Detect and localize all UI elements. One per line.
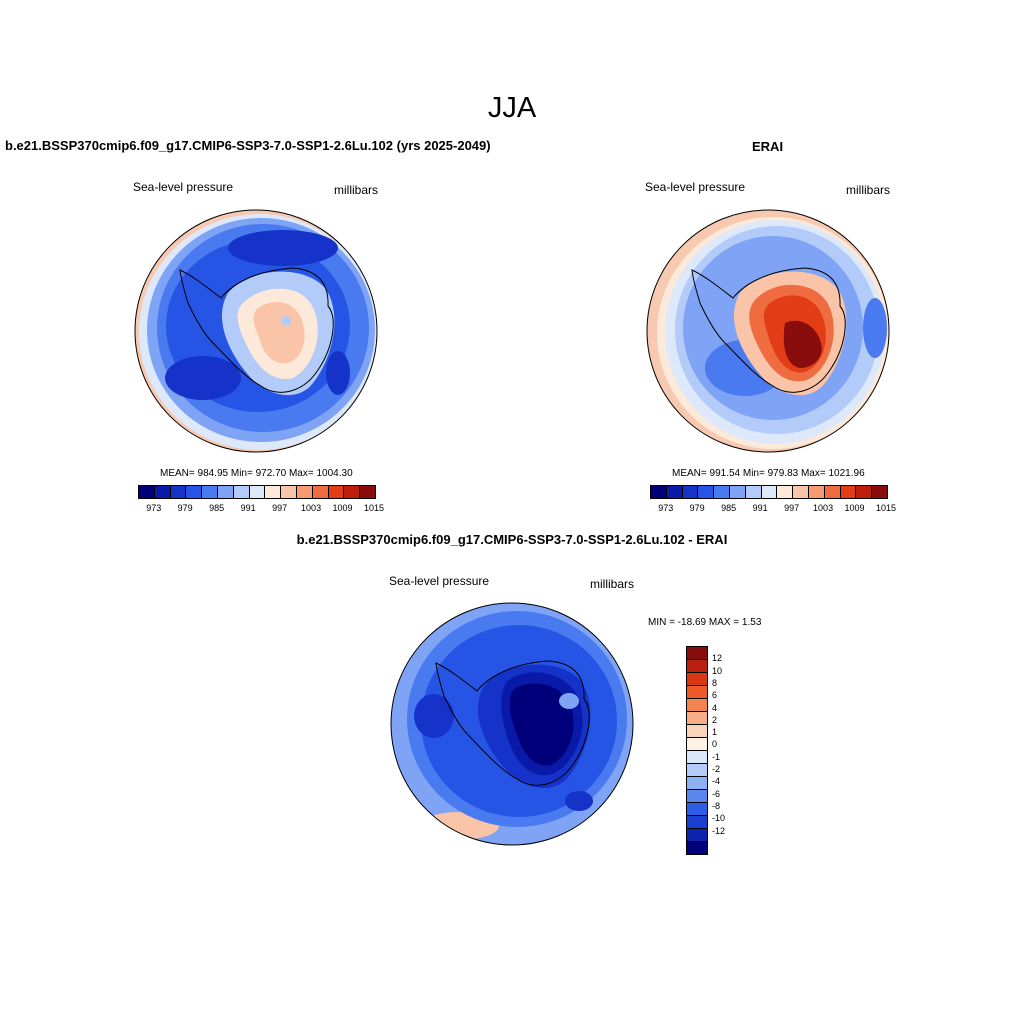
colorbar-swatch bbox=[281, 486, 297, 498]
colorbar-swatch bbox=[360, 486, 375, 498]
colorbar-swatch bbox=[170, 486, 187, 498]
colorbar-swatch bbox=[729, 486, 746, 498]
colorbar-swatch bbox=[687, 712, 707, 725]
colorbar-swatch bbox=[139, 486, 155, 498]
map-model-slp bbox=[134, 209, 378, 453]
colorbar-swatch bbox=[682, 486, 699, 498]
colorbar-swatch bbox=[687, 816, 707, 829]
colorbar-swatch bbox=[249, 486, 266, 498]
panel-2-variable-label: Sea-level pressure bbox=[645, 180, 746, 194]
panel-1-units-label: millibars bbox=[334, 183, 379, 197]
panel-2-units-label: millibars bbox=[846, 183, 891, 197]
colorbar-swatch bbox=[217, 486, 234, 498]
panel-1-variable-label: Sea-level pressure bbox=[133, 180, 234, 194]
colorbar-swatch bbox=[761, 486, 778, 498]
panel-2-stats: MEAN= 991.54 Min= 979.83 Max= 1021.96 bbox=[672, 468, 865, 479]
colorbar-swatch bbox=[687, 842, 707, 854]
colorbar-swatch bbox=[872, 486, 887, 498]
colorbar-swatch bbox=[824, 486, 841, 498]
panel-1-title: b.e21.BSSP370cmip6.f09_g17.CMIP6-SSP3-7.… bbox=[5, 138, 491, 153]
panel-3-units-label: millibars bbox=[590, 577, 635, 591]
season-title: JJA bbox=[487, 92, 537, 124]
colorbar-tick-label: -8 bbox=[712, 800, 721, 811]
colorbar-tick-label: 12 bbox=[712, 653, 723, 664]
colorbar-swatch bbox=[186, 486, 203, 498]
colorbar-model bbox=[138, 485, 376, 499]
colorbar-tick-label: 979 bbox=[689, 503, 705, 513]
colorbar-swatch bbox=[233, 486, 250, 498]
colorbar-tick-label: 4 bbox=[712, 702, 718, 713]
colorbar-swatch bbox=[202, 486, 218, 498]
colorbar-difference bbox=[686, 646, 708, 855]
colorbar-swatch bbox=[687, 725, 707, 738]
panel-2-title: ERAI bbox=[752, 139, 784, 154]
colorbar-tick-label: 1003 bbox=[301, 503, 322, 513]
colorbar-tick-label: 1003 bbox=[813, 503, 834, 513]
colorbar-swatch bbox=[687, 647, 707, 660]
colorbar-swatch bbox=[687, 699, 707, 712]
colorbar-tick-label: 991 bbox=[240, 503, 256, 513]
colorbar-tick-label: 8 bbox=[712, 677, 718, 688]
colorbar-swatch bbox=[687, 660, 707, 673]
colorbar-tick-label: -4 bbox=[712, 776, 721, 787]
colorbar-swatch bbox=[777, 486, 794, 498]
colorbar-swatch bbox=[651, 486, 667, 498]
colorbar-swatch bbox=[687, 790, 707, 803]
panel-3-title: b.e21.BSSP370cmip6.f09_g17.CMIP6-SSP3-7.… bbox=[296, 532, 728, 547]
colorbar-swatch bbox=[840, 486, 857, 498]
colorbar-tick-label: 1 bbox=[712, 727, 718, 738]
colorbar-tick-label: 1015 bbox=[363, 503, 385, 513]
colorbar-erai bbox=[650, 485, 888, 499]
map-erai-slp bbox=[646, 209, 890, 453]
colorbar-swatch bbox=[687, 764, 707, 777]
colorbar-swatch bbox=[687, 673, 707, 686]
colorbar-swatch bbox=[687, 686, 707, 699]
colorbar-tick-label: 973 bbox=[658, 503, 674, 513]
colorbar-tick-label: -2 bbox=[712, 764, 721, 774]
colorbar-tick-label: 985 bbox=[721, 503, 737, 513]
colorbar-swatch bbox=[687, 777, 707, 790]
colorbar-tick-label: -1 bbox=[712, 751, 721, 762]
colorbar-tick-label: -10 bbox=[712, 813, 726, 824]
colorbar-swatch bbox=[793, 486, 809, 498]
colorbar-swatch bbox=[687, 738, 707, 751]
colorbar-swatch bbox=[745, 486, 762, 498]
colorbar-swatch bbox=[265, 486, 282, 498]
colorbar-swatch bbox=[714, 486, 730, 498]
panel-3-variable-label: Sea-level pressure bbox=[389, 574, 490, 588]
map-difference bbox=[390, 602, 634, 846]
colorbar-tick-label: 973 bbox=[146, 503, 162, 513]
colorbar-swatch bbox=[328, 486, 345, 498]
colorbar-tick-label: 979 bbox=[177, 503, 193, 513]
colorbar-tick-label: 0 bbox=[712, 739, 718, 750]
colorbar-swatch bbox=[687, 803, 707, 816]
colorbar-tick-label: 10 bbox=[712, 665, 723, 676]
colorbar-swatch bbox=[666, 486, 683, 498]
colorbar-swatch bbox=[344, 486, 361, 498]
colorbar-swatch bbox=[687, 829, 707, 842]
colorbar-tick-label: 1015 bbox=[875, 503, 897, 513]
colorbar-swatch bbox=[296, 486, 313, 498]
colorbar-tick-label: -6 bbox=[712, 788, 721, 799]
colorbar-tick-label: -12 bbox=[712, 825, 726, 836]
panel-1-stats: MEAN= 984.95 Min= 972.70 Max= 1004.30 bbox=[160, 468, 353, 479]
colorbar-swatch bbox=[312, 486, 329, 498]
colorbar-tick-label: 991 bbox=[752, 503, 768, 513]
colorbar-tick-label: 985 bbox=[209, 503, 225, 513]
colorbar-tick-label: 1009 bbox=[844, 503, 865, 513]
colorbar-swatch bbox=[808, 486, 825, 498]
colorbar-tick-label: 1009 bbox=[332, 503, 353, 513]
colorbar-swatch bbox=[856, 486, 873, 498]
panel-3-stats: MIN = -18.69 MAX = 1.53 bbox=[648, 617, 762, 628]
colorbar-swatch bbox=[687, 751, 707, 764]
colorbar-swatch bbox=[154, 486, 171, 498]
colorbar-tick-label: 6 bbox=[712, 690, 718, 701]
colorbar-tick-label: 997 bbox=[272, 503, 288, 513]
colorbar-tick-label: 2 bbox=[712, 714, 718, 725]
colorbar-tick-label: 997 bbox=[784, 503, 800, 513]
colorbar-swatch bbox=[698, 486, 715, 498]
